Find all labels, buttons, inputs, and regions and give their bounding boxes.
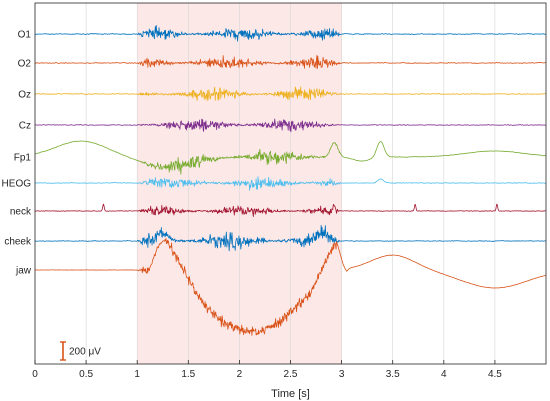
- scale-bar-label: 200 μV: [69, 347, 101, 358]
- channel-label-jaw: jaw: [15, 266, 32, 277]
- x-tick-label: 0: [32, 369, 38, 380]
- x-tick-label: 3.5: [386, 369, 400, 380]
- x-tick-label: 0.5: [79, 369, 93, 380]
- trace-o2: [34, 54, 547, 69]
- scale-bar: 200 μV: [60, 341, 101, 361]
- channel-label-fp1: Fp1: [14, 153, 32, 164]
- trace-o1: [34, 25, 547, 42]
- channel-label-cz: Cz: [19, 121, 31, 132]
- trace-cz: [34, 118, 547, 133]
- trace-neck: [34, 203, 547, 218]
- x-axis-ticks: 0 0.5 1 1.5 2 2.5 3 3.5 4 4.5: [32, 360, 502, 380]
- x-tick-label: 4.5: [488, 369, 502, 380]
- x-tick-label: 2: [237, 369, 243, 380]
- channel-labels: O1 O2 Oz Cz Fp1 HEOG neck cheek jaw: [2, 30, 32, 277]
- channel-label-o1: O1: [18, 30, 32, 41]
- x-tick-label: 1: [134, 369, 140, 380]
- trace-heog: [34, 176, 547, 191]
- channel-label-cheek: cheek: [4, 237, 32, 248]
- channel-label-o2: O2: [18, 59, 32, 70]
- x-tick-label: 1.5: [181, 369, 195, 380]
- x-tick-label: 4: [441, 369, 447, 380]
- trace-fp1: [34, 140, 547, 175]
- traces: [34, 25, 547, 336]
- x-tick-label: 3: [339, 369, 345, 380]
- x-axis-label: Time [s]: [271, 388, 310, 400]
- channel-label-neck: neck: [10, 207, 32, 218]
- channel-label-heog: HEOG: [2, 179, 32, 190]
- channel-label-oz: Oz: [18, 90, 31, 101]
- trace-jaw: [34, 238, 547, 336]
- trace-oz: [34, 86, 547, 102]
- trace-cheek: [34, 224, 546, 252]
- x-tick-label: 2.5: [284, 369, 298, 380]
